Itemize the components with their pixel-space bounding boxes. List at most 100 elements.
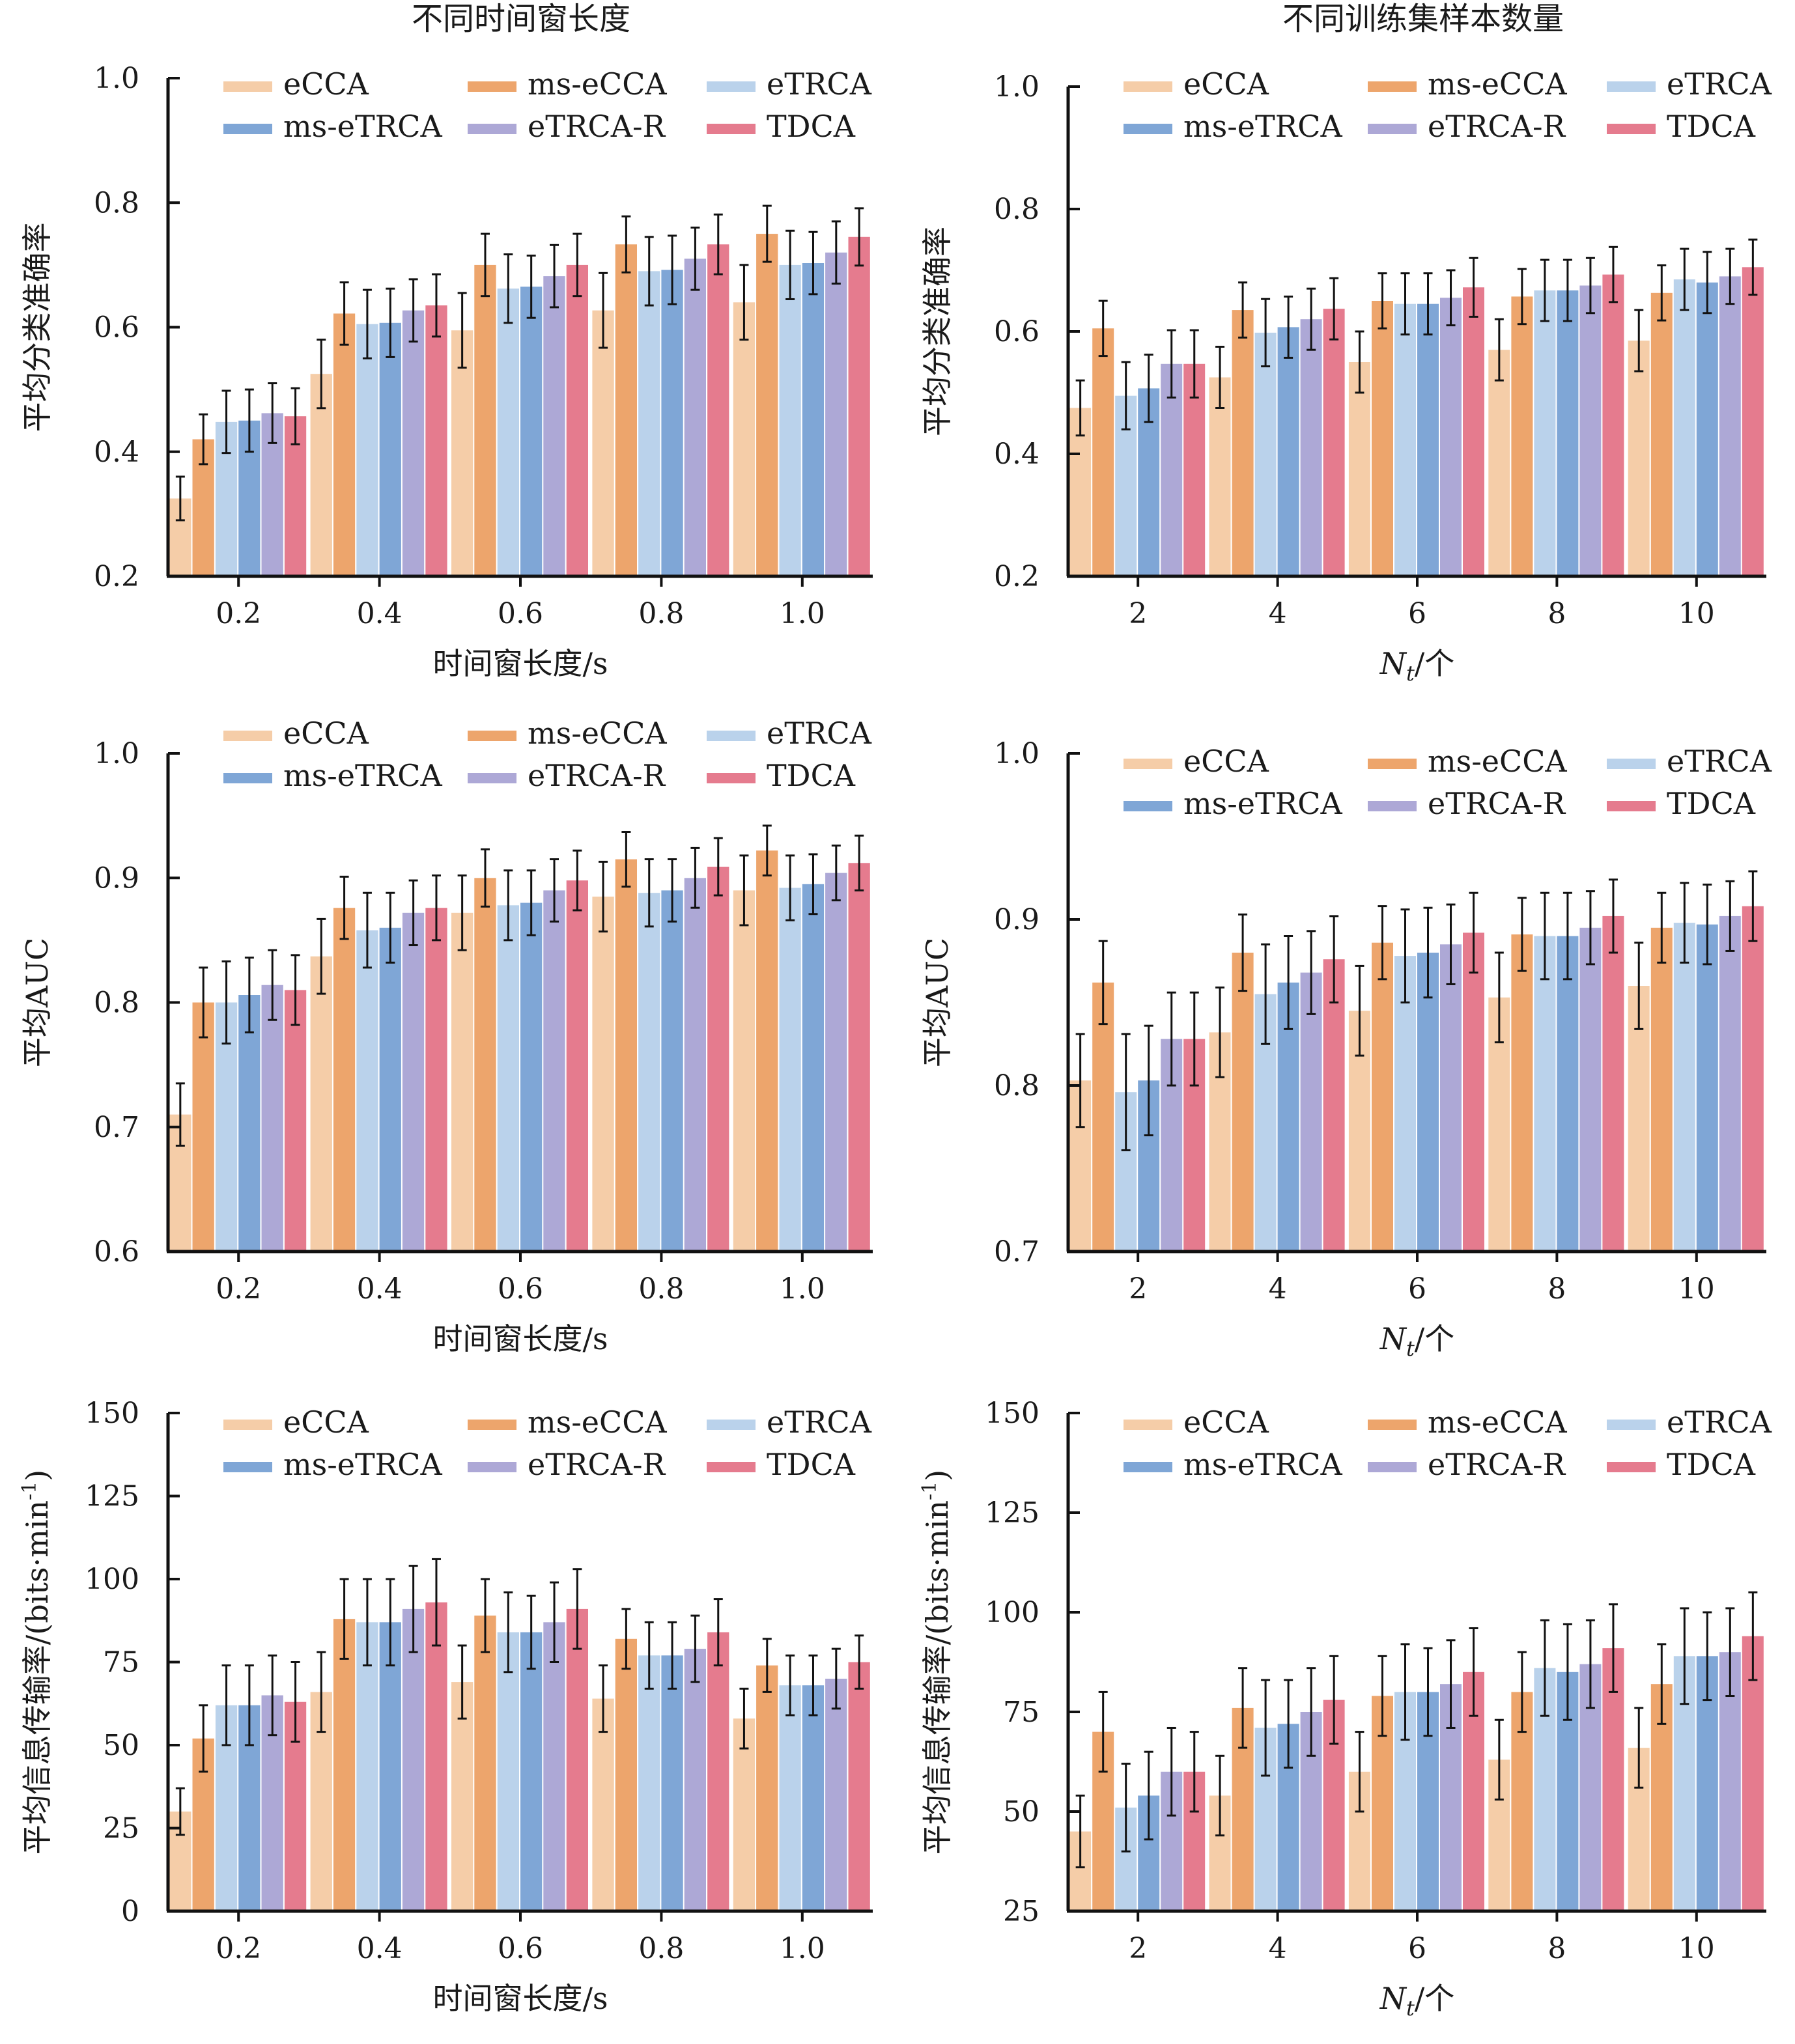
series-eCCA [169, 854, 756, 1252]
series-ms-eTRCA [238, 231, 825, 576]
legend-swatch-eTRCA-R [1368, 124, 1417, 134]
legend: eCCA ms-eCCA eTRCA ms-eTRCA eTRCA-R TDCA [223, 66, 872, 144]
legend-label-ms-eTRCA: ms-eTRCA [283, 1447, 443, 1482]
legend-label-ms-eTRCA: ms-eTRCA [1183, 786, 1343, 821]
y-tick-label: 150 [85, 1397, 139, 1430]
bar [848, 236, 870, 576]
bar [1579, 927, 1602, 1252]
series-eTRCA [1115, 247, 1695, 576]
bar [615, 244, 637, 576]
legend-swatch-ms-eTRCA [1124, 124, 1172, 134]
bar [848, 863, 870, 1252]
series-eTRCA-R [1161, 247, 1741, 576]
y-tick-label: 1.0 [994, 70, 1039, 104]
bar [1742, 1636, 1764, 1911]
x-axis-subscript: t [1406, 1996, 1415, 2021]
legend-label-eTRCA-R: eTRCA-R [1428, 786, 1566, 821]
legend-swatch-TDCA [707, 1462, 756, 1472]
bar [592, 1698, 614, 1911]
bar [1534, 290, 1556, 576]
bar [615, 859, 637, 1252]
series-eTRCA [1115, 1607, 1695, 1911]
bar [1511, 934, 1533, 1252]
legend-label-TDCA: TDCA [767, 109, 856, 144]
legend-label-ms-eTRCA: ms-eTRCA [283, 109, 443, 144]
x-tick-label: 8 [1548, 1272, 1566, 1306]
series-TDCA [284, 834, 870, 1252]
chart-panel-5: 0 25 50 75 100 125 150 0.2 0.4 0.6 0.8 1.0 时间窗长度/s 平均… [18, 1397, 873, 2016]
y-tick-label: 0.4 [94, 436, 139, 469]
y-tick-label: 150 [985, 1397, 1039, 1430]
x-tick-label: 0.6 [498, 1272, 543, 1306]
bar [402, 912, 425, 1252]
bar [356, 324, 378, 576]
legend-label-TDCA: TDCA [1667, 1447, 1756, 1482]
bar [238, 995, 261, 1252]
legend-label-eTRCA-R: eTRCA-R [1428, 109, 1566, 144]
legend-label-ms-eCCA: ms-eCCA [528, 66, 667, 102]
bar [733, 302, 756, 576]
bar [638, 893, 660, 1252]
x-axis-title: 时间窗长度/s [432, 1321, 608, 1356]
x-axis-symbol: N [1379, 1321, 1407, 1356]
y-axis-title: 平均分类准确率 [920, 227, 955, 436]
x-tick-label: 0.2 [216, 597, 261, 630]
legend-swatch-TDCA [1607, 1462, 1656, 1472]
bar [1323, 309, 1345, 576]
bar [661, 1655, 683, 1911]
y-tick-label: 0.6 [94, 1235, 139, 1268]
bar [333, 908, 356, 1252]
legend-label-eTRCA: eTRCA [767, 716, 872, 751]
series-eTRCA [215, 1578, 801, 1911]
bar [1673, 923, 1695, 1252]
bar [707, 867, 729, 1252]
x-tick-label: 4 [1269, 1932, 1287, 1965]
y-axis-title-superscript: -1 [18, 1481, 41, 1500]
y-axis-title: 平均AUC [20, 938, 55, 1067]
legend-label-eTRCA-R: eTRCA-R [528, 1447, 666, 1482]
bar [1511, 296, 1533, 576]
bar [497, 905, 519, 1252]
x-tick-label: 10 [1678, 1272, 1715, 1306]
x-tick-label: 1.0 [780, 1272, 825, 1306]
legend-swatch-eTRCA-R [1368, 801, 1417, 811]
y-tick-label: 0.6 [94, 311, 139, 344]
bar [661, 890, 683, 1252]
legend-swatch-eCCA [1124, 81, 1172, 92]
legend: eCCA ms-eCCA eTRCA ms-eTRCA eTRCA-R TDCA [1124, 744, 1772, 821]
legend-label-eCCA: eCCA [283, 716, 369, 751]
y-tick-label: 0.8 [94, 987, 139, 1020]
legend-swatch-ms-eTRCA [1124, 801, 1172, 811]
bar [1742, 267, 1764, 576]
legend-label-eTRCA: eTRCA [1667, 1405, 1772, 1440]
chart-panel-4: 0.7 0.8 0.9 1.0 2 4 6 8 10 Nt/个 平均AUC eCCA ms-eCCA eT… [920, 737, 1772, 1361]
bar [1440, 298, 1462, 576]
y-tick-label: 0.9 [94, 861, 139, 895]
legend-label-ms-eCCA: ms-eCCA [1428, 66, 1567, 102]
bar [1440, 944, 1462, 1252]
y-tick-label: 75 [1003, 1696, 1039, 1729]
y-tick-label: 50 [1003, 1795, 1039, 1828]
bar [1650, 927, 1673, 1252]
legend-swatch-TDCA [707, 773, 756, 783]
x-axis-subscript: t [1406, 661, 1415, 686]
bar [356, 1622, 378, 1911]
bar [261, 985, 283, 1252]
x-tick-label: 0.4 [357, 1272, 403, 1306]
bar [284, 990, 307, 1252]
bar [543, 276, 565, 576]
bar [638, 271, 660, 576]
x-tick-label: 6 [1408, 1932, 1426, 1965]
series-TDCA [284, 1558, 870, 1911]
x-tick-label: 0.2 [216, 1272, 261, 1306]
x-axis-subscript: t [1406, 1336, 1415, 1361]
x-axis-title: Nt/个 [1379, 1321, 1455, 1361]
x-axis-title: Nt/个 [1379, 1981, 1455, 2021]
bar [638, 1655, 660, 1911]
y-tick-label: 0 [121, 1895, 139, 1928]
series-ms-eTRCA [1138, 883, 1718, 1252]
bar [733, 1718, 756, 1911]
y-axis-title-suffix: ) [920, 1470, 955, 1481]
x-tick-label: 1.0 [780, 1932, 825, 1965]
